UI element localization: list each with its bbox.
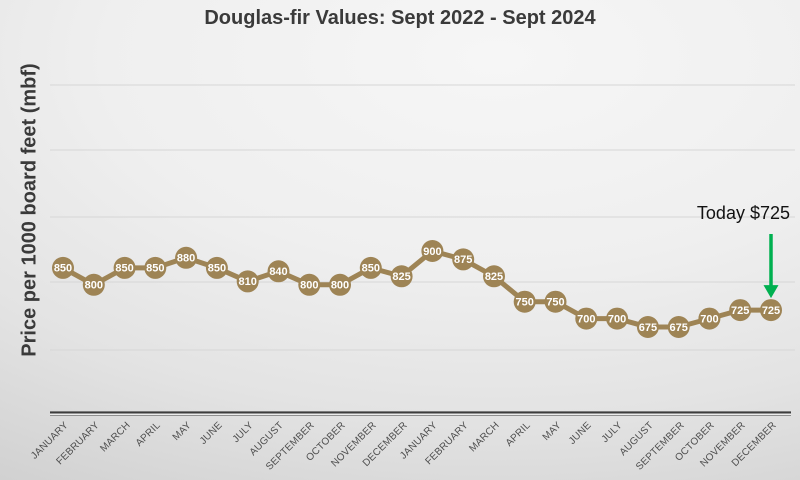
- data-point-marker: [390, 265, 413, 288]
- data-point-marker: [329, 273, 351, 296]
- data-point-value: 725: [731, 305, 749, 317]
- data-point-value: 850: [146, 263, 164, 275]
- data-point-marker: [544, 290, 567, 313]
- data-point-marker: [52, 256, 74, 279]
- data-point-marker: [636, 316, 659, 338]
- chart-title: Douglas-fir Values: Sept 2022 - Sept 202…: [204, 7, 596, 29]
- data-point-marker: [236, 270, 259, 293]
- data-point-marker: [298, 273, 321, 296]
- data-point-value: 750: [516, 297, 534, 309]
- data-point-value: 850: [115, 263, 133, 275]
- data-point-value: 675: [670, 322, 688, 334]
- data-point-marker: [113, 256, 136, 279]
- data-point-value: 850: [208, 263, 226, 275]
- data-point-value: 725: [762, 305, 780, 317]
- data-point-marker: [729, 299, 752, 322]
- data-point-value: 700: [577, 313, 595, 325]
- data-point-marker: [606, 307, 629, 330]
- x-axis-line: [50, 411, 791, 416]
- data-point-value: 700: [608, 313, 626, 325]
- data-point-marker: [452, 248, 475, 271]
- data-point-marker: [575, 307, 598, 330]
- price-line: [60, 248, 774, 330]
- data-point-value: 750: [546, 297, 564, 309]
- data-point-marker: [667, 316, 690, 338]
- data-point-value: 800: [85, 280, 103, 292]
- today-arrow-head: [763, 285, 779, 299]
- data-point-marker: [421, 240, 444, 262]
- data-point-value: 800: [300, 280, 318, 292]
- data-point-marker: [760, 299, 782, 322]
- data-point-value: 825: [485, 271, 503, 283]
- data-point-marker: [359, 256, 382, 279]
- data-point-value: 700: [700, 313, 718, 325]
- data-point-value: 840: [269, 266, 287, 278]
- data-point-marker: [698, 307, 721, 330]
- data-point-marker: [144, 256, 167, 279]
- data-point-value: 880: [177, 253, 195, 265]
- data-point-marker: [205, 256, 228, 279]
- data-point-value: 900: [423, 246, 441, 258]
- today-annotation-label: Today $725: [696, 203, 790, 223]
- data-point-marker: [513, 290, 536, 313]
- data-point-marker: [82, 273, 105, 296]
- data-point-value: 850: [362, 263, 380, 275]
- data-point-marker: [267, 260, 290, 283]
- data-point-marker: [483, 265, 505, 288]
- data-point-value: 800: [331, 280, 349, 292]
- data-point-value: 875: [454, 254, 472, 266]
- data-point-marker: [175, 246, 198, 269]
- data-point-value: 825: [392, 271, 410, 283]
- data-point-value: 810: [239, 276, 257, 288]
- data-point-value: 675: [639, 322, 657, 334]
- data-point-value: 850: [54, 263, 72, 275]
